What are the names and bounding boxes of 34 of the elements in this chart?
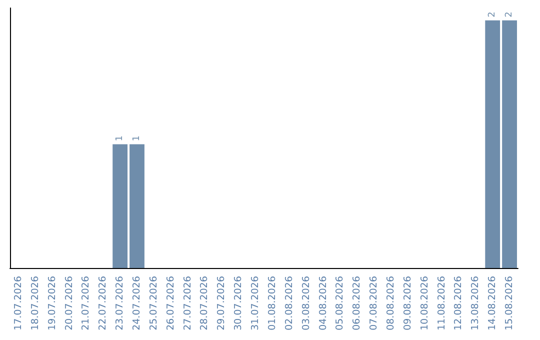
x-tick-label: 01.08.2026 xyxy=(266,276,278,330)
data-label: 1 xyxy=(132,135,142,142)
x-tick-label: 07.08.2026 xyxy=(368,276,380,330)
x-tick-label: 05.08.2026 xyxy=(334,276,346,330)
data-label: 1 xyxy=(115,135,126,142)
x-tick-label: 12.08.2026 xyxy=(453,276,464,330)
x-tick-label: 19.07.2026 xyxy=(46,276,58,330)
x-tick-label: 09.08.2026 xyxy=(402,276,414,330)
x-tick-label: 30.07.2026 xyxy=(233,276,244,330)
x-tick-label: 13.08.2026 xyxy=(470,276,482,330)
x-tick-label: 23.07.2026 xyxy=(114,276,126,330)
x-tick-label: 02.08.2026 xyxy=(284,276,295,330)
x-tick-label: 28.07.2026 xyxy=(199,276,210,330)
x-tick-label: 04.08.2026 xyxy=(318,276,329,330)
x-tick-label: 21.07.2026 xyxy=(80,276,92,330)
x-tick-label: 25.07.2026 xyxy=(148,276,160,330)
data-label: 2 xyxy=(488,12,498,18)
x-tick-label: 26.07.2026 xyxy=(165,276,176,330)
x-tick-label: 03.08.2026 xyxy=(300,276,312,330)
x-tick-label: 29.07.2026 xyxy=(216,276,228,330)
x-tick-label: 24.07.2026 xyxy=(132,276,142,330)
x-tick-label: 15.08.2026 xyxy=(504,276,516,330)
x-tick-label: 11.08.2026 xyxy=(436,276,448,330)
x-tick-label: 06.08.2026 xyxy=(352,276,363,330)
x-tick-label: 17.07.2026 xyxy=(12,276,24,330)
x-tick-label: 08.08.2026 xyxy=(386,276,396,330)
x-tick-label: 18.07.2026 xyxy=(30,276,41,330)
x-tick-label: 20.07.2026 xyxy=(64,276,75,330)
x-tick-label: 27.07.2026 xyxy=(182,276,194,330)
x-tick-label: 14.08.2026 xyxy=(487,276,498,330)
data-label: 2 xyxy=(504,12,515,18)
x-tick-label: 10.08.2026 xyxy=(419,276,430,330)
x-tick-label: 22.07.2026 xyxy=(98,276,109,330)
x-tick-label: 31.07.2026 xyxy=(250,276,262,330)
